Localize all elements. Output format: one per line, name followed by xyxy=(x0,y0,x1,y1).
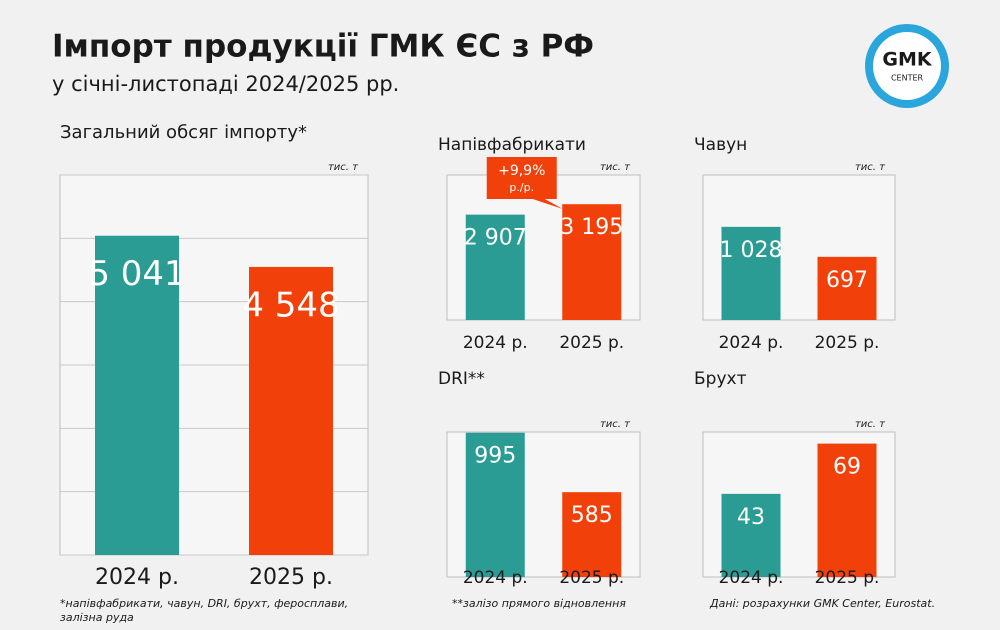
x-tick-label: 2025 р. xyxy=(815,333,880,353)
unit-label: тис. т xyxy=(855,162,886,173)
chart-title: Брухт xyxy=(694,369,747,389)
x-tick-label: 2024 р. xyxy=(463,568,528,588)
subtitle: у січні-листопаді 2024/2025 рр. xyxy=(52,72,399,96)
value-label: 2 907 xyxy=(464,226,527,251)
x-tick-label: 2024 р. xyxy=(719,568,784,588)
value-label: 585 xyxy=(571,503,613,528)
x-tick-label: 2025 р. xyxy=(559,333,624,353)
value-label: 5 041 xyxy=(88,254,185,294)
unit-label: тис. т xyxy=(855,419,886,430)
bar xyxy=(95,235,179,555)
bar xyxy=(562,204,622,320)
value-label: 43 xyxy=(737,505,765,530)
annotation-sub: р./р. xyxy=(509,181,534,194)
unit-label: тис. т xyxy=(328,162,359,173)
logo-text: GMK xyxy=(882,49,933,71)
title: Імпорт продукції ГМК ЄС з РФ xyxy=(52,29,594,65)
x-tick-label: 2024 р. xyxy=(463,333,528,353)
footnote: *напівфабрикати, чавун, DRI, брухт, феро… xyxy=(60,597,348,610)
bar xyxy=(817,443,877,577)
x-tick-label: 2025 р. xyxy=(815,568,880,588)
unit-label: тис. т xyxy=(600,162,631,173)
value-label: 3 195 xyxy=(560,215,623,240)
x-tick-label: 2025 р. xyxy=(249,565,333,590)
chart-title: DRI** xyxy=(438,369,485,389)
annotation-callout xyxy=(486,157,563,209)
bar xyxy=(465,214,525,320)
logo-subtext: CENTER xyxy=(891,74,924,83)
bar xyxy=(465,432,525,577)
value-label: 1 028 xyxy=(720,238,783,263)
unit-label: тис. т xyxy=(600,419,631,430)
footnote: **залізо прямого відновлення xyxy=(452,597,626,610)
value-label: 69 xyxy=(833,455,861,480)
source: Дані: розрахунки GMK Center, Eurostat. xyxy=(709,597,935,610)
chart-title: Чавун xyxy=(694,135,747,155)
bar xyxy=(249,266,333,555)
bar xyxy=(721,226,781,320)
footnote: залізна руда xyxy=(60,611,134,624)
bar xyxy=(817,256,877,320)
annotation: +9,9% xyxy=(498,163,545,179)
x-tick-label: 2024 р. xyxy=(719,333,784,353)
bar xyxy=(721,493,781,577)
value-label: 4 548 xyxy=(242,285,339,325)
x-tick-label: 2024 р. xyxy=(95,565,179,590)
chart-title: Загальний обсяг імпорту* xyxy=(60,122,307,143)
x-tick-label: 2025 р. xyxy=(559,568,624,588)
chart-title: Напівфабрикати xyxy=(438,135,586,155)
logo: GMK CENTER xyxy=(865,24,949,108)
value-label: 995 xyxy=(474,444,516,469)
bar xyxy=(562,492,622,577)
value-label: 697 xyxy=(826,268,868,293)
logo-inner xyxy=(873,32,941,100)
